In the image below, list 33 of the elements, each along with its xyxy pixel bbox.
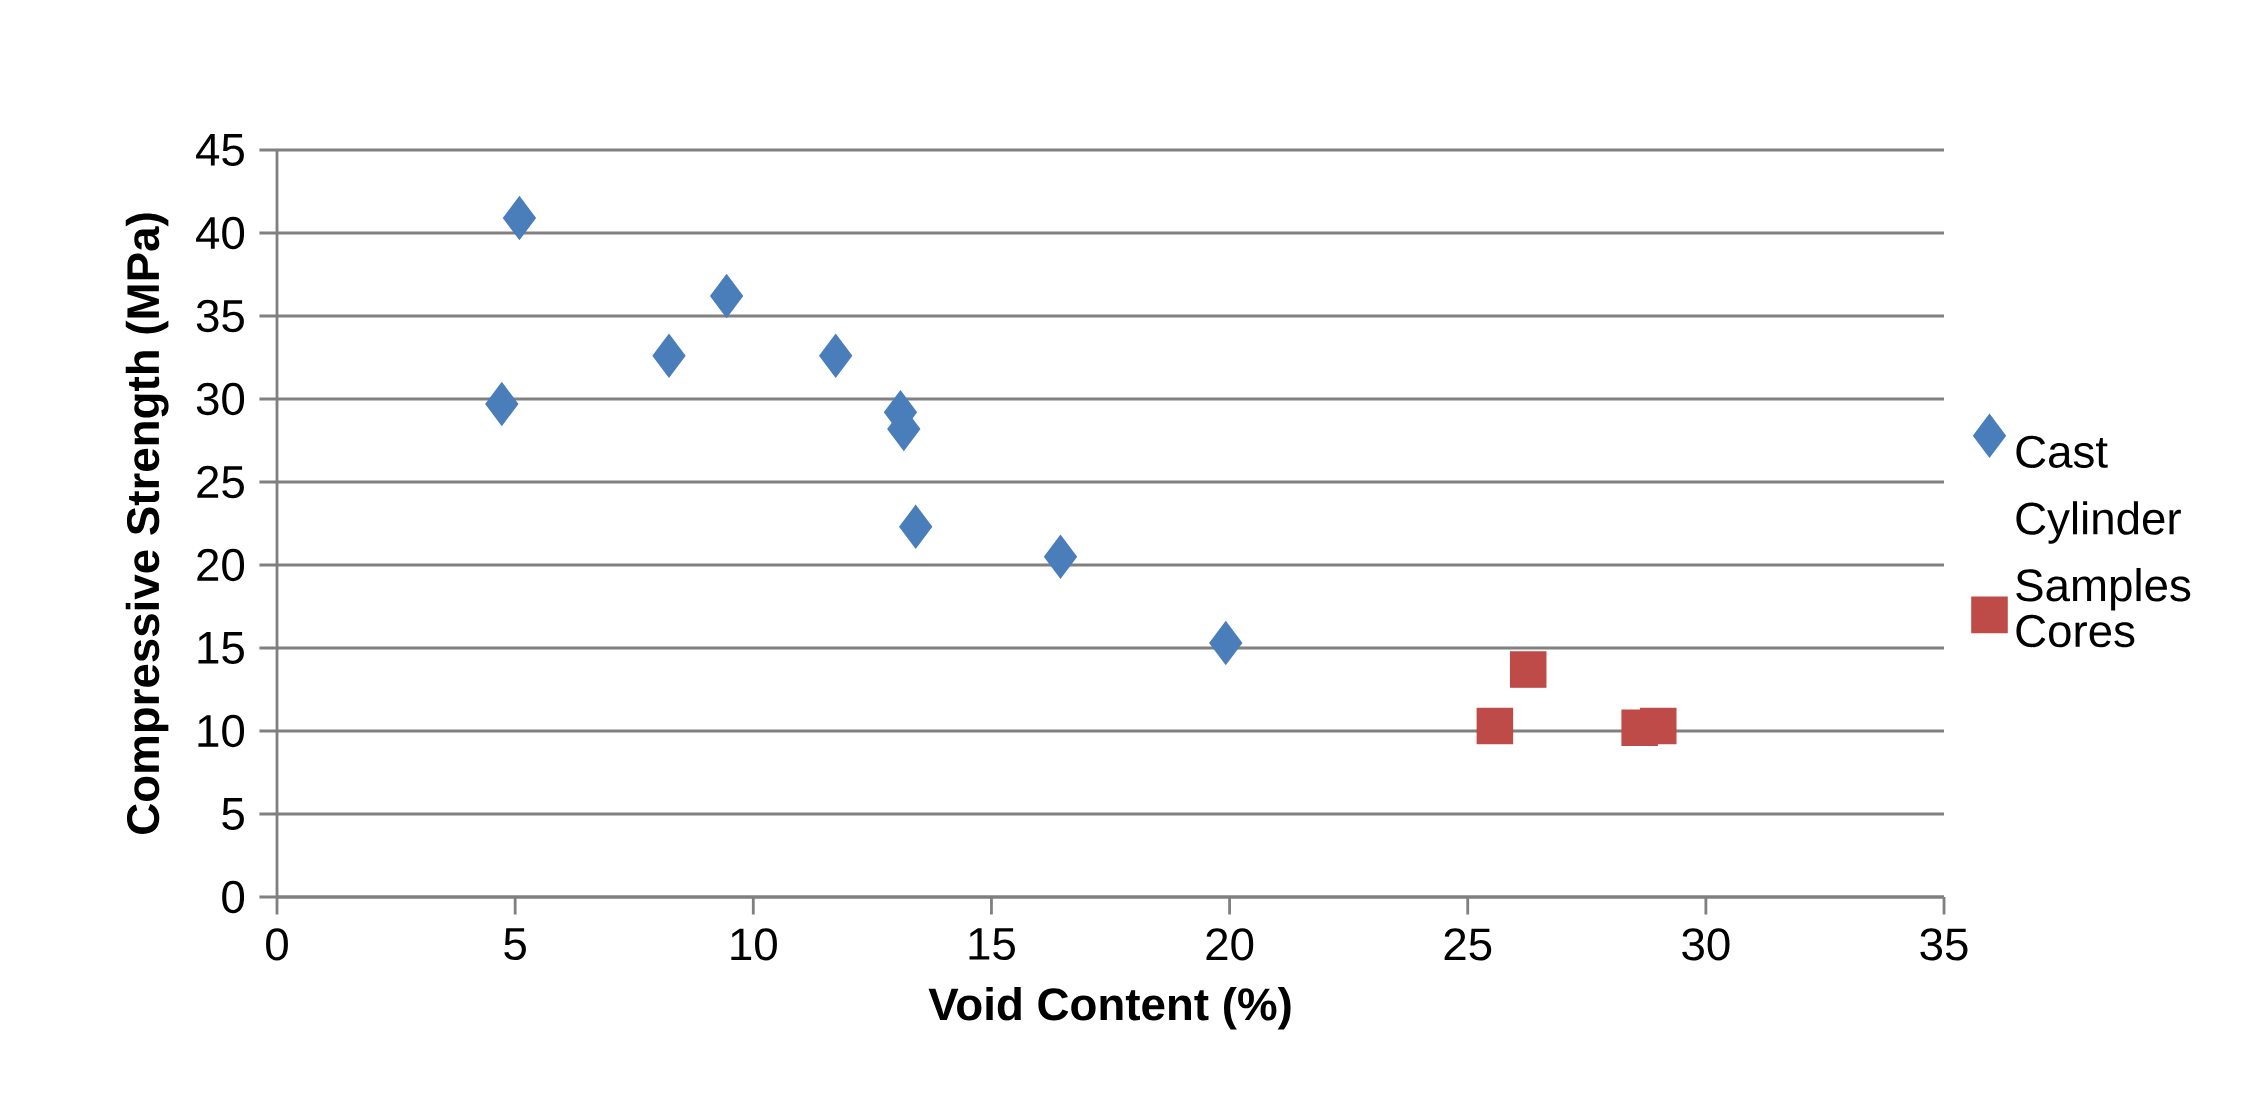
y-axis-title: Compressive Strength (MPa) bbox=[125, 213, 169, 834]
y-tick-label: 40 bbox=[196, 216, 245, 250]
point bbox=[1476, 707, 1514, 745]
point bbox=[485, 382, 519, 426]
y-tick-label: 25 bbox=[197, 465, 244, 499]
x-tick-label: 0 bbox=[266, 928, 288, 961]
x-tick-label: 5 bbox=[504, 928, 526, 961]
point bbox=[710, 274, 744, 318]
x-tick-label: 30 bbox=[1682, 928, 1730, 961]
y-tick-label: 35 bbox=[196, 299, 244, 333]
y-tick-label: 5 bbox=[222, 798, 244, 830]
y-tick-label: 30 bbox=[196, 382, 245, 416]
point bbox=[1639, 707, 1677, 745]
y-tick-label: 0 bbox=[222, 880, 245, 914]
point bbox=[1043, 534, 1078, 579]
point bbox=[819, 334, 853, 378]
y-tick-label: 20 bbox=[197, 548, 245, 582]
y-tick-label: 45 bbox=[196, 134, 244, 166]
point bbox=[899, 505, 933, 549]
y-tick-label: 10 bbox=[198, 714, 245, 748]
legend-label: Cores bbox=[2016, 614, 2135, 648]
point bbox=[1209, 621, 1243, 665]
x-tick-label: 25 bbox=[1444, 928, 1492, 961]
x-tick-label: 20 bbox=[1206, 928, 1254, 961]
legend-label: Cast Cylinder Samples bbox=[2016, 435, 2191, 611]
x-tick-label: 35 bbox=[1920, 928, 1968, 961]
y-tick-label: 15 bbox=[198, 632, 244, 664]
point bbox=[652, 334, 686, 378]
x-tick-label: 10 bbox=[731, 928, 777, 961]
x-axis-title: Void Content (%) bbox=[928, 986, 1291, 1030]
point bbox=[502, 196, 536, 240]
point bbox=[1509, 651, 1547, 688]
x-tick-label: 15 bbox=[969, 928, 1015, 961]
